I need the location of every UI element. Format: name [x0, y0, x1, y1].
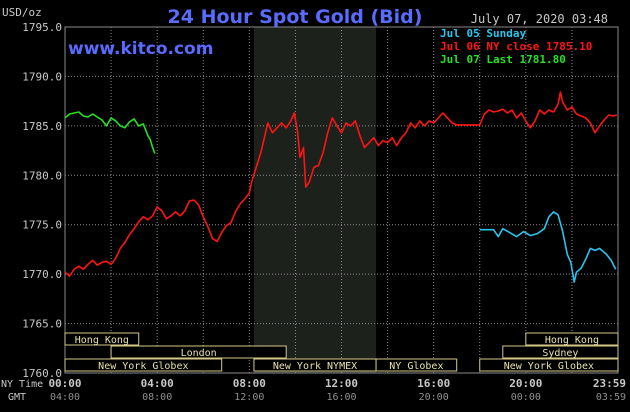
legend-entry-jul06: Jul 06 NY close 1785.10	[440, 40, 592, 53]
x-tick-label-ny: 23:59	[593, 377, 626, 390]
x-tick-label-gmt: 04:00	[50, 392, 80, 403]
series-line-jul05	[479, 211, 617, 283]
plot-frame	[64, 26, 619, 374]
y-tick-label: 1770.0	[22, 268, 62, 281]
x-tick-label-gmt: 08:00	[142, 392, 172, 403]
market-session-bar	[110, 345, 287, 359]
series-layer	[64, 91, 618, 283]
ny-time-row-label: NY Time	[1, 379, 43, 390]
market-session-bar	[64, 358, 223, 372]
y-tick-label: 1775.0	[22, 219, 62, 232]
market-session-bar	[502, 345, 619, 359]
market-session-label: New York NYMEX	[273, 361, 357, 372]
market-sessions-layer: Hong Kong London New York Globex New York N…	[64, 332, 619, 372]
x-tick-label-ny: 04:00	[141, 377, 174, 390]
y-tick-label: 1760.0	[22, 367, 62, 380]
y-tick-label: 1790.0	[22, 70, 62, 83]
legend-entry-jul07: Jul 07 Last 1781.80	[440, 53, 566, 66]
legend-entry-jul05: Jul 05 Sunday	[440, 27, 526, 40]
x-tick-label-gmt: 03:59	[596, 392, 626, 403]
market-session-bar	[375, 358, 458, 372]
y-tick-label: 1780.0	[22, 169, 62, 182]
legend: Jul 05 Sunday Jul 06 NY close 1785.10 Ju…	[440, 27, 592, 66]
shaded-session-layer	[253, 27, 377, 373]
x-tick-label-ny: 00:00	[48, 377, 81, 390]
market-session-bar	[64, 332, 140, 346]
market-session-label: Sydney	[542, 348, 578, 359]
market-session-label: Hong Kong	[545, 335, 599, 346]
y-tick-label: 1785.0	[22, 120, 62, 133]
y-tick-label: 1795.0	[22, 21, 62, 34]
market-session-label: NY Globex	[389, 361, 443, 372]
series-line-jul06	[64, 91, 618, 277]
x-tick-label-ny: 08:00	[233, 377, 266, 390]
y-tick-label: 1765.0	[22, 318, 62, 331]
market-session-label: New York Globex	[504, 361, 594, 372]
unit-label: USD/oz	[2, 6, 42, 19]
y-tick-labels: 1760.0 1765.0 1770.0 1775.0 1780.0 1785.0 1790…	[22, 21, 62, 380]
x-tick-labels: 00:00 04:00 04:00 08:00 08:00 12:00 12:00 16:00…	[48, 377, 626, 403]
market-session-label: Hong Kong	[75, 335, 129, 346]
market-session-bar	[525, 332, 619, 346]
x-tick-label-ny: 20:00	[509, 377, 542, 390]
grid-layer	[64, 26, 619, 374]
chart-title: 24 Hour Spot Gold (Bid)	[168, 6, 423, 28]
x-tick-label-ny: 12:00	[325, 377, 358, 390]
x-tick-label-gmt: 00:00	[511, 392, 541, 403]
x-tick-label-gmt: 20:00	[419, 392, 449, 403]
market-session-label: New York Globex	[98, 361, 188, 372]
market-session-label: London	[181, 348, 217, 359]
x-tick-label-ny: 16:00	[417, 377, 450, 390]
market-session-bar	[479, 358, 619, 372]
date-label: July 07, 2020 03:48	[471, 12, 608, 26]
shaded-session-region	[253, 27, 377, 373]
x-tick-label-gmt: 16:00	[326, 392, 356, 403]
x-tick-label-gmt: 12:00	[234, 392, 264, 403]
series-line-jul07	[64, 111, 156, 154]
watermark-logo: www.kitco.com	[68, 39, 213, 59]
gmt-row-label: GMT	[8, 392, 26, 403]
